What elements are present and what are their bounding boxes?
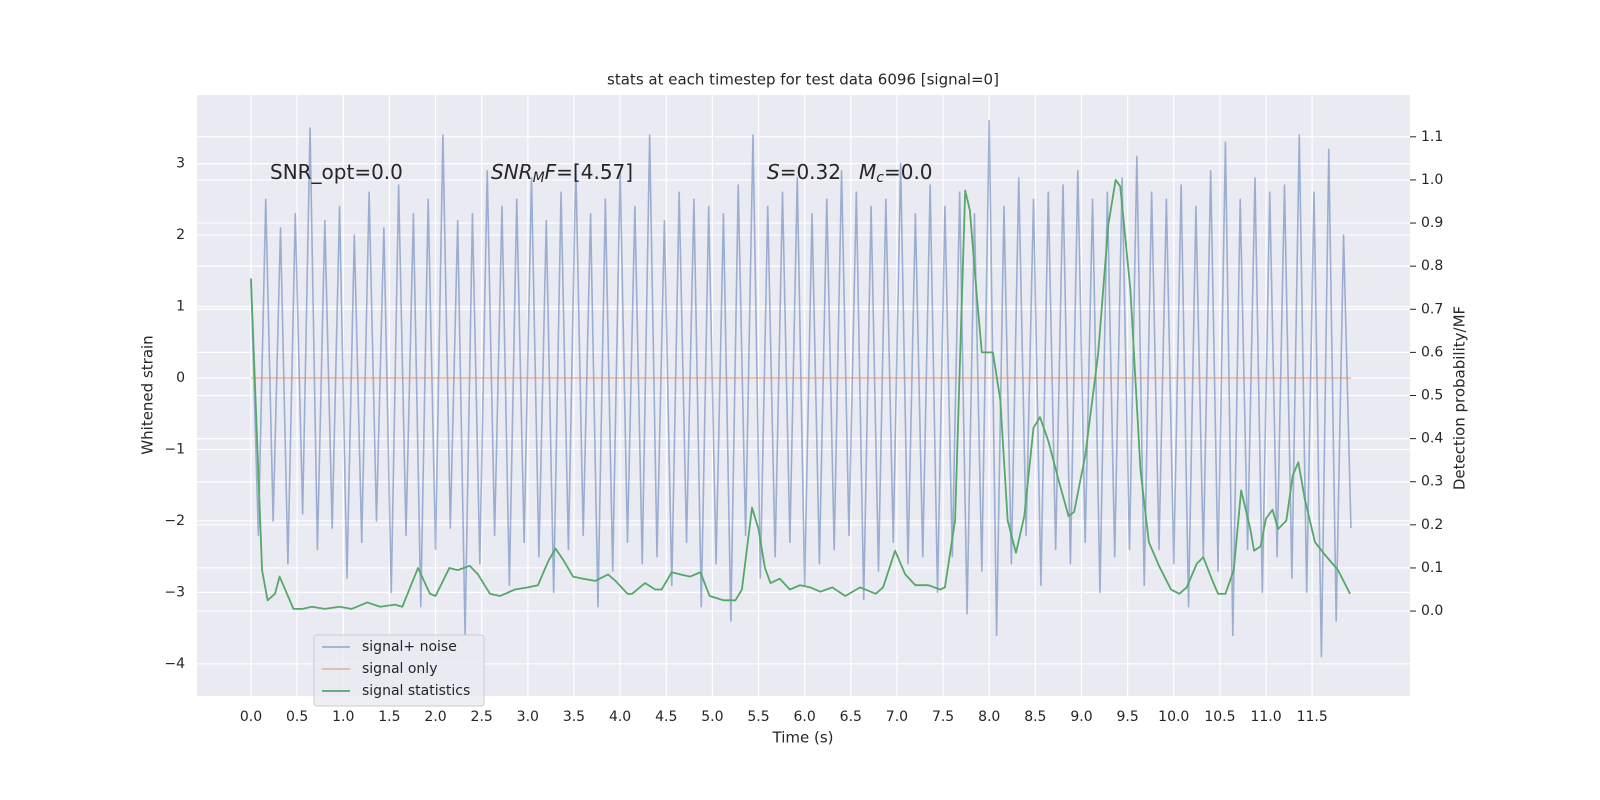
annotation: SNRMF=[4.57]: [491, 160, 633, 187]
annotation-part: SNR_opt=0.0: [270, 160, 403, 184]
x-tick-label: 11.5: [1297, 709, 1328, 725]
x-tick-label: 0.0: [240, 709, 262, 725]
x-tick-label: 4.0: [609, 709, 631, 725]
x-tick-label: 8.0: [978, 709, 1000, 725]
x-tick-label: 2.5: [471, 709, 493, 725]
x-tick-label: 4.5: [655, 709, 677, 725]
y-tick-label: −1: [164, 441, 185, 457]
y2-tick-label: 0.3: [1421, 474, 1443, 490]
x-tick-label: 1.5: [378, 709, 400, 725]
x-tick-label: 8.5: [1024, 709, 1046, 725]
y-axis-label: Whitened strain: [139, 335, 157, 454]
x-tick-label: 0.5: [286, 709, 308, 725]
x-tick-label: 1.0: [332, 709, 354, 725]
legend-box: [313, 634, 485, 707]
chart-title: stats at each timestep for test data 609…: [607, 71, 999, 89]
y2-tick-label: 1.1: [1421, 129, 1443, 145]
annotation-part: =0.0: [884, 160, 933, 184]
annotation: SNR_opt=0.0: [270, 160, 403, 184]
y-tick-label: −2: [164, 513, 185, 529]
legend-label: signal statistics: [362, 683, 470, 699]
y-tick-label: 0: [176, 370, 185, 386]
annotation-part: M: [533, 170, 545, 186]
annotation: S=0.32: [767, 160, 841, 184]
annotation: Mc=0.0: [859, 160, 933, 187]
x-tick-label: 9.5: [1116, 709, 1138, 725]
x-tick-label: 5.5: [747, 709, 769, 725]
x-tick-label: 10.5: [1204, 709, 1235, 725]
annotation-part: c: [876, 170, 884, 186]
x-tick-label: 2.0: [424, 709, 446, 725]
x-tick-label: 3.5: [563, 709, 585, 725]
marks: [250, 119, 1352, 658]
y2-tick-label: 0.2: [1421, 517, 1443, 533]
y2-tick-label: 0.7: [1421, 301, 1443, 317]
y-tick-label: 2: [176, 227, 185, 243]
legend-label: signal only: [362, 661, 437, 677]
y2-tick-label: 0.6: [1421, 344, 1443, 360]
y2-tick-label: 0.4: [1421, 431, 1443, 447]
x-tick-label: 6.5: [840, 709, 862, 725]
x-tick-label: 7.5: [932, 709, 954, 725]
annotation-part: S: [767, 160, 780, 184]
x-tick-label: 3.0: [517, 709, 539, 725]
y2-tick-label: 1.0: [1421, 172, 1443, 188]
x-tick-label: 6.0: [794, 709, 816, 725]
annotation-part: F: [545, 160, 557, 184]
annotation-part: =0.32: [780, 160, 841, 184]
x-tick-label: 10.0: [1158, 709, 1189, 725]
legend: signal+ noise signal only signal statistic…: [313, 634, 485, 707]
annotation-part: M: [859, 160, 876, 184]
y2-tick-label: 0.5: [1421, 388, 1443, 404]
series-line: [250, 119, 1352, 658]
y-tick-label: 1: [176, 299, 185, 315]
y2-axis-label: Detection probability/MF: [1451, 306, 1469, 490]
y-tick-label: 3: [176, 156, 185, 172]
y2-tick-label: 0.0: [1421, 603, 1443, 619]
y2-tick-label: 0.9: [1421, 215, 1443, 231]
annotation-part: =[4.57]: [556, 160, 633, 184]
x-tick-label: 9.0: [1070, 709, 1092, 725]
annotation-part: SNR: [491, 160, 533, 184]
series-line: [250, 179, 1351, 610]
x-tick-label: 5.0: [701, 709, 723, 725]
y-tick-label: −4: [164, 656, 185, 672]
y2-tick-label: 0.1: [1421, 560, 1443, 576]
legend-label: signal+ noise: [362, 639, 457, 655]
x-tick-label: 11.0: [1250, 709, 1281, 725]
x-axis-label: Time (s): [772, 729, 834, 747]
y2-tick-label: 0.8: [1421, 258, 1443, 274]
y-tick-label: −3: [164, 584, 185, 600]
x-tick-label: 7.0: [886, 709, 908, 725]
